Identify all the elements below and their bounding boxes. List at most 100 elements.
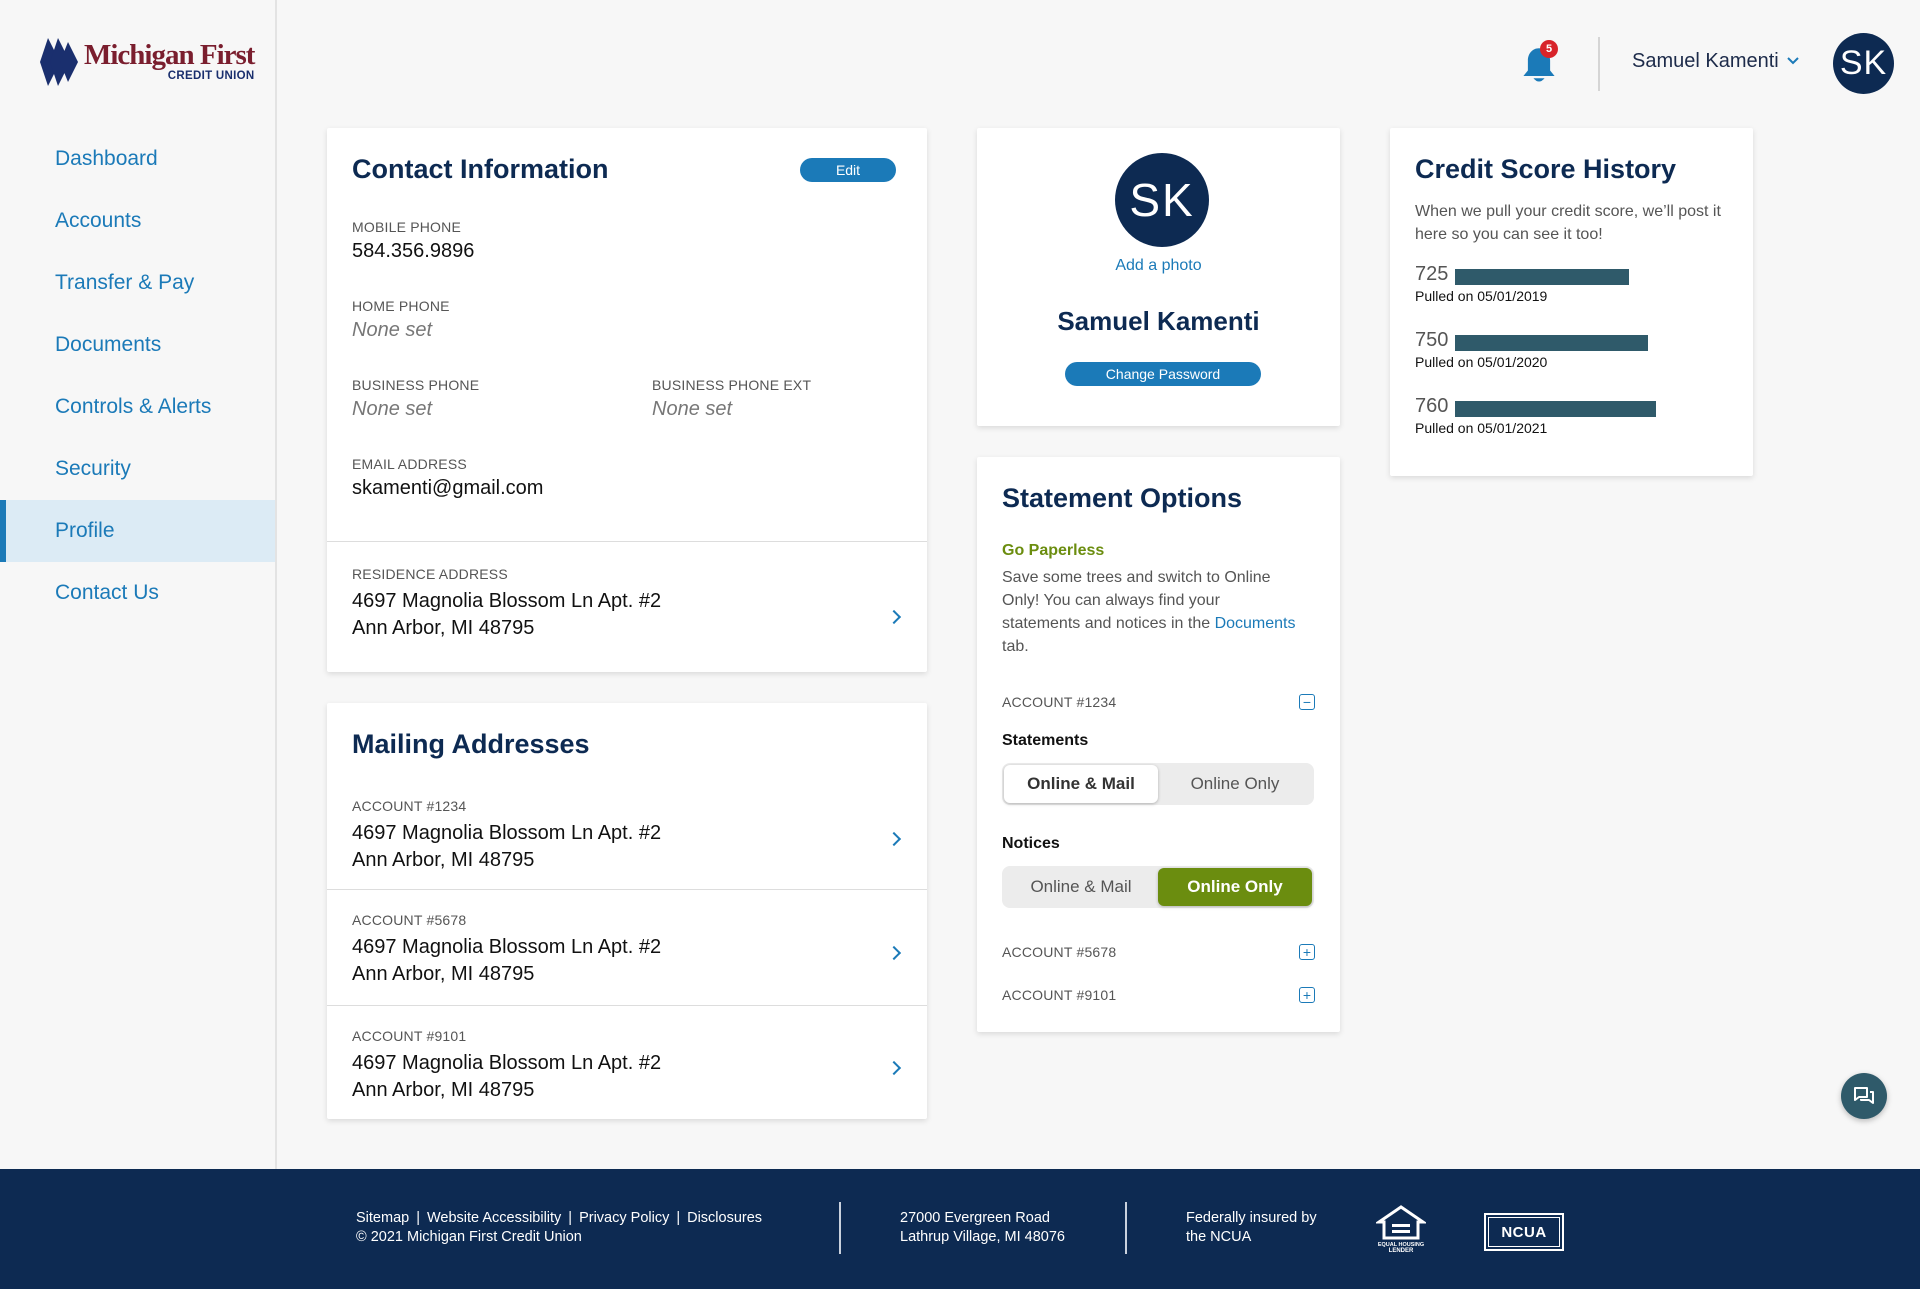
contact-information-card: Contact Information Edit MOBILE PHONE 58… bbox=[327, 128, 927, 672]
sidebar-item-profile[interactable]: Profile bbox=[0, 500, 275, 562]
credit-score-row: 725 Pulled on 05/01/2019 bbox=[1415, 263, 1629, 304]
brand-logo[interactable]: Michigan First CREDIT UNION bbox=[40, 38, 255, 86]
logo-mark-icon bbox=[40, 38, 78, 86]
equal-housing-lender-icon: EQUAL HOUSING LENDER bbox=[1374, 1204, 1428, 1257]
ncua-logo: NCUA bbox=[1484, 1213, 1564, 1251]
paperless-text: Save some trees and switch to Online Onl… bbox=[1002, 569, 1271, 632]
footer-copyright: © 2021 Michigan First Credit Union bbox=[356, 1229, 582, 1245]
account-label: ACCOUNT #9101 bbox=[352, 1028, 467, 1044]
sidebar-item-security[interactable]: Security bbox=[55, 457, 131, 480]
notices-option-online-mail[interactable]: Online & Mail bbox=[1030, 877, 1132, 896]
edit-button[interactable]: Edit bbox=[800, 158, 896, 182]
footer-link-privacy[interactable]: Privacy Policy bbox=[579, 1210, 670, 1226]
credit-intro: When we pull your credit score, we’ll po… bbox=[1415, 203, 1721, 243]
business-phone-ext-label: BUSINESS PHONE EXT bbox=[652, 377, 812, 393]
chevron-right-icon bbox=[886, 945, 902, 961]
collapse-icon[interactable]: − bbox=[1299, 694, 1315, 710]
address-line1: 4697 Magnolia Blossom Ln Apt. #2 bbox=[352, 822, 662, 844]
mobile-phone-label: MOBILE PHONE bbox=[352, 219, 461, 235]
home-phone-value: None set bbox=[352, 319, 433, 341]
notices-option-online-only[interactable]: Online Only bbox=[1158, 868, 1312, 906]
change-password-button[interactable]: Change Password bbox=[1065, 362, 1261, 386]
credit-score-value: 750 bbox=[1415, 329, 1449, 351]
sidebar: Michigan First CREDIT UNION Dashboard Ac… bbox=[0, 0, 277, 1169]
sidebar-item-transfer-pay[interactable]: Transfer & Pay bbox=[55, 271, 195, 294]
business-phone-label: BUSINESS PHONE bbox=[352, 377, 480, 393]
footer-link-sitemap[interactable]: Sitemap bbox=[356, 1210, 410, 1226]
svg-text:EQUAL HOUSING: EQUAL HOUSING bbox=[1378, 1242, 1424, 1248]
footer-address-line1: 27000 Evergreen Road bbox=[900, 1210, 1050, 1226]
sidebar-item-accounts[interactable]: Accounts bbox=[55, 209, 142, 232]
address-line2: Ann Arbor, MI 48795 bbox=[352, 963, 535, 985]
paperless-tail: tab. bbox=[1002, 638, 1029, 655]
statements-option-online-only[interactable]: Online Only bbox=[1190, 774, 1280, 793]
credit-score-row: 760 Pulled on 05/01/2021 bbox=[1415, 395, 1656, 436]
business-phone-value: None set bbox=[352, 398, 433, 420]
home-phone-label: HOME PHONE bbox=[352, 298, 450, 314]
logo-subtitle: CREDIT UNION bbox=[167, 70, 255, 83]
documents-link[interactable]: Documents bbox=[1214, 615, 1296, 632]
link-separator: | bbox=[568, 1210, 573, 1226]
list-item[interactable]: ACCOUNT #9101 4697 Magnolia Blossom Ln A… bbox=[327, 1006, 927, 1119]
avatar[interactable]: SK bbox=[1833, 33, 1894, 94]
go-paperless-heading: Go Paperless bbox=[1002, 542, 1105, 559]
residence-address-label: RESIDENCE ADDRESS bbox=[352, 566, 508, 582]
chevron-right-icon bbox=[886, 831, 902, 847]
address-line1: 4697 Magnolia Blossom Ln Apt. #2 bbox=[352, 936, 662, 958]
footer-divider bbox=[1125, 1202, 1127, 1254]
profile-name: Samuel Kamenti bbox=[1057, 306, 1260, 336]
credit-score-date: Pulled on 05/01/2021 bbox=[1415, 420, 1548, 436]
account-label: ACCOUNT #1234 bbox=[352, 798, 467, 814]
sidebar-item-dashboard[interactable]: Dashboard bbox=[55, 147, 158, 170]
mailing-addresses-card: Mailing Addresses ACCOUNT #1234 4697 Mag… bbox=[327, 703, 927, 1119]
sidebar-item-contact-us[interactable]: Contact Us bbox=[55, 581, 159, 604]
list-item[interactable]: ACCOUNT #5678 4697 Magnolia Blossom Ln A… bbox=[327, 890, 927, 1005]
sidebar-item-documents[interactable]: Documents bbox=[55, 333, 162, 356]
footer-insured-line1: Federally insured by bbox=[1186, 1210, 1317, 1226]
notification-badge: 5 bbox=[1540, 40, 1558, 58]
mailing-title: Mailing Addresses bbox=[352, 729, 590, 759]
footer-divider bbox=[839, 1202, 841, 1254]
svg-text:LENDER: LENDER bbox=[1389, 1248, 1414, 1252]
link-separator: | bbox=[676, 1210, 681, 1226]
chat-icon bbox=[1854, 1087, 1874, 1104]
footer-link-accessibility[interactable]: Website Accessibility bbox=[426, 1210, 562, 1226]
footer-link-disclosures[interactable]: Disclosures bbox=[687, 1210, 763, 1226]
notices-label: Notices bbox=[1002, 835, 1060, 852]
business-phone-ext-value: None set bbox=[652, 398, 733, 420]
credit-title: Credit Score History bbox=[1415, 154, 1677, 184]
credit-score-row: 750 Pulled on 05/01/2020 bbox=[1415, 329, 1648, 370]
notices-toggle: Online & Mail Online Only bbox=[1002, 866, 1314, 908]
account-label: ACCOUNT #5678 bbox=[352, 912, 467, 928]
address-line2: Ann Arbor, MI 48795 bbox=[352, 1079, 535, 1101]
expand-icon[interactable]: + bbox=[1299, 987, 1315, 1003]
credit-score-history-card: Credit Score History When we pull your c… bbox=[1390, 128, 1753, 476]
account-label: ACCOUNT #9101 bbox=[1002, 987, 1117, 1003]
address-line1: 4697 Magnolia Blossom Ln Apt. #2 bbox=[352, 1052, 662, 1074]
link-separator: | bbox=[416, 1210, 420, 1226]
sidebar-item-controls-alerts[interactable]: Controls & Alerts bbox=[55, 395, 212, 418]
footer-address-line2: Lathrup Village, MI 48076 bbox=[900, 1229, 1065, 1245]
statements-label: Statements bbox=[1002, 732, 1089, 749]
profile-card: SK Add a photo Samuel Kamenti Change Pas… bbox=[977, 128, 1340, 426]
divider bbox=[327, 1005, 927, 1006]
footer-insured: Federally insured by the NCUA bbox=[1186, 1209, 1317, 1247]
residence-address-row[interactable]: RESIDENCE ADDRESS 4697 Magnolia Blossom … bbox=[327, 542, 927, 672]
add-photo-link[interactable]: Add a photo bbox=[1115, 257, 1202, 274]
footer: Sitemap | Website Accessibility | Privacy Po… bbox=[0, 1169, 1920, 1289]
list-item[interactable]: ACCOUNT #1234 4697 Magnolia Blossom Ln A… bbox=[327, 791, 927, 891]
chevron-down-icon[interactable] bbox=[1786, 56, 1800, 66]
account-label: ACCOUNT #5678 bbox=[1002, 944, 1117, 960]
footer-address: 27000 Evergreen Road Lathrup Village, MI… bbox=[900, 1209, 1065, 1247]
chevron-right-icon bbox=[886, 1060, 902, 1076]
statements-option-online-mail[interactable]: Online & Mail bbox=[1004, 765, 1158, 803]
credit-score-bar bbox=[1455, 335, 1648, 351]
paperless-description: Save some trees and switch to Online Onl… bbox=[1002, 566, 1302, 658]
statements-toggle: Online & Mail Online Only bbox=[1002, 763, 1314, 805]
chat-button[interactable] bbox=[1841, 1073, 1887, 1119]
user-menu-name[interactable]: Samuel Kamenti bbox=[1632, 50, 1779, 72]
profile-avatar[interactable]: SK bbox=[1115, 153, 1209, 247]
expand-icon[interactable]: + bbox=[1299, 944, 1315, 960]
statement-options-card: Statement Options Go Paperless Save some… bbox=[977, 457, 1340, 1032]
credit-score-date: Pulled on 05/01/2019 bbox=[1415, 288, 1548, 304]
